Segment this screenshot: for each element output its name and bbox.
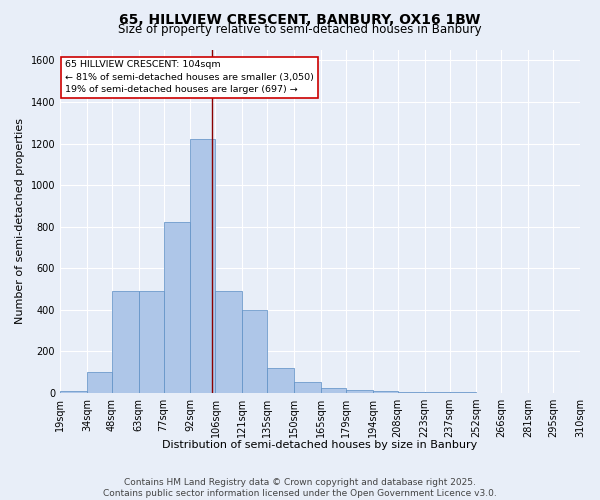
Bar xyxy=(60,391,87,393)
Bar xyxy=(242,310,268,393)
Bar xyxy=(87,372,112,393)
Text: 65 HILLVIEW CRESCENT: 104sqm
← 81% of semi-detached houses are smaller (3,050)
1: 65 HILLVIEW CRESCENT: 104sqm ← 81% of se… xyxy=(65,60,314,94)
Bar xyxy=(346,390,373,393)
Bar xyxy=(268,368,294,393)
Text: 65, HILLVIEW CRESCENT, BANBURY, OX16 1BW: 65, HILLVIEW CRESCENT, BANBURY, OX16 1BW xyxy=(119,12,481,26)
Bar xyxy=(425,392,449,393)
Bar xyxy=(164,222,190,393)
Bar xyxy=(112,291,139,393)
Bar xyxy=(398,392,425,393)
Bar xyxy=(215,291,242,393)
Bar xyxy=(294,382,321,393)
X-axis label: Distribution of semi-detached houses by size in Banbury: Distribution of semi-detached houses by … xyxy=(163,440,478,450)
Text: Contains HM Land Registry data © Crown copyright and database right 2025.
Contai: Contains HM Land Registry data © Crown c… xyxy=(103,478,497,498)
Bar xyxy=(190,140,215,393)
Y-axis label: Number of semi-detached properties: Number of semi-detached properties xyxy=(15,118,25,324)
Bar xyxy=(373,391,398,393)
Bar xyxy=(321,388,346,393)
Text: Size of property relative to semi-detached houses in Banbury: Size of property relative to semi-detach… xyxy=(118,22,482,36)
Bar xyxy=(139,291,164,393)
